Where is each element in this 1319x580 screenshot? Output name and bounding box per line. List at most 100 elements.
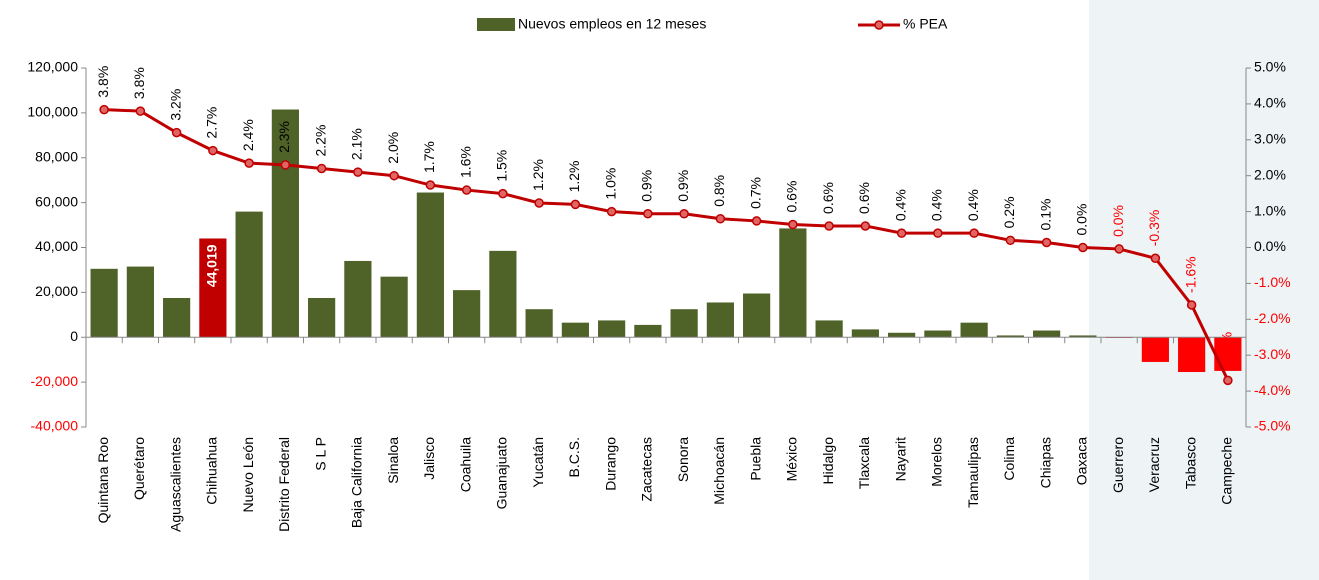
x-tick-label: Veracruz — [1146, 437, 1162, 492]
line-value-label: 0.4% — [965, 189, 981, 221]
line-value-label: 2.1% — [349, 128, 365, 160]
x-tick-label: Campeche — [1219, 437, 1235, 505]
line-value-label: 0.4% — [892, 189, 908, 221]
y-tick-label: 60,000 — [35, 193, 78, 209]
x-tick-label: Distrito Federal — [276, 437, 292, 532]
line-value-label: 1.2% — [566, 160, 582, 192]
x-tick-label: Aguascalientes — [167, 437, 183, 532]
line-marker — [570, 199, 581, 210]
line-marker — [715, 214, 726, 224]
x-tick-label: Nuevo León — [240, 437, 256, 513]
bar — [416, 192, 444, 338]
x-tick-label: Guerrero — [1110, 437, 1126, 493]
line-value-label: 0.8% — [711, 175, 727, 207]
bar — [489, 250, 517, 338]
x-tick-label: Oaxaca — [1074, 437, 1090, 485]
bar — [960, 322, 988, 338]
line-marker — [788, 219, 798, 230]
bar — [815, 320, 843, 338]
y-tick-label: 100,000 — [27, 104, 78, 120]
x-tick-label: Tlaxcala — [856, 437, 872, 489]
line-value-label: 0.6% — [784, 181, 800, 213]
line-marker — [171, 127, 182, 138]
x-tick-label: Sonora — [675, 437, 691, 482]
line-marker — [751, 216, 762, 226]
line-marker — [606, 206, 617, 217]
x-tick-label: Quintana Roo — [95, 437, 111, 524]
bar — [1069, 335, 1097, 338]
line-marker — [860, 221, 871, 231]
line-marker — [244, 158, 254, 168]
line-value-label: 2.0% — [385, 132, 401, 164]
y2-tick-label: 1.0% — [1254, 202, 1286, 218]
x-tick-label: Colima — [1001, 437, 1017, 481]
x-tick-label: Hidalgo — [820, 437, 836, 485]
y-tick-label: 40,000 — [35, 238, 78, 254]
line-marker — [1078, 242, 1088, 253]
line-value-label: -1.6% — [1182, 256, 1198, 293]
line-marker — [208, 145, 218, 156]
legend-label: Nuevos empleos en 12 meses — [518, 16, 706, 32]
line-value-label: 0.2% — [1001, 196, 1017, 228]
y2-tick-label: -2.0% — [1254, 310, 1291, 326]
line-marker — [316, 163, 327, 174]
line-value-label: 1.5% — [494, 150, 510, 182]
y-tick-label: 0 — [70, 328, 78, 344]
x-tick-label: Guanajuato — [494, 437, 510, 510]
bar — [163, 297, 191, 338]
x-tick-label: Tamaulipas — [965, 437, 981, 508]
bar — [380, 276, 408, 338]
y2-tick-label: 3.0% — [1254, 131, 1286, 147]
bar — [851, 329, 879, 338]
y2-tick-label: 5.0% — [1254, 59, 1286, 75]
line-value-label: 1.2% — [530, 159, 546, 191]
x-tick-label: Coahuila — [457, 437, 473, 492]
line-value-label: 0.0% — [1110, 205, 1126, 237]
line-marker — [1005, 235, 1016, 246]
line-value-label: 1.6% — [457, 146, 473, 178]
bar — [1141, 337, 1169, 362]
bar — [743, 293, 771, 338]
line-marker — [353, 167, 363, 177]
y-tick-label: 80,000 — [35, 148, 78, 164]
line-value-label: 2.2% — [312, 125, 328, 157]
bar — [235, 211, 263, 338]
x-tick-label: Tabasco — [1182, 437, 1198, 489]
x-tick-label: México — [784, 437, 800, 482]
line-value-label: 1.7% — [421, 141, 437, 173]
bar — [1214, 337, 1242, 371]
y2-tick-label: 0.0% — [1254, 238, 1286, 254]
y-tick-label: 120,000 — [27, 59, 78, 75]
y2-tick-label: 2.0% — [1254, 166, 1286, 182]
line-marker — [896, 228, 907, 238]
x-tick-label: Nayarit — [892, 437, 908, 481]
bar — [706, 302, 734, 338]
line — [104, 108, 1230, 381]
bar — [634, 324, 662, 338]
x-tick-label: Chiapas — [1037, 437, 1053, 488]
legend-label: % PEA — [903, 16, 948, 32]
bar — [598, 320, 626, 338]
line-marker — [1114, 244, 1124, 254]
y-tick-label: -40,000 — [31, 418, 79, 434]
x-tick-label: Chihuahua — [204, 437, 220, 505]
bar — [924, 330, 952, 338]
bar — [525, 309, 553, 338]
x-tick-label: Yucatán — [530, 437, 546, 488]
bar — [199, 238, 227, 338]
line-value-label: 0.6% — [856, 182, 872, 214]
line-value-label: 0.4% — [929, 189, 945, 221]
bar — [888, 332, 916, 338]
x-tick-label: Querétaro — [131, 437, 147, 500]
x-tick-label: Durango — [602, 437, 618, 491]
x-tick-label: Puebla — [747, 437, 763, 481]
line-marker — [1223, 375, 1233, 386]
line-value-label: 0.6% — [820, 182, 836, 214]
x-tick-label: Zacatecas — [639, 437, 655, 502]
shade-region — [1089, 0, 1319, 580]
bar — [453, 290, 481, 338]
bar — [1033, 330, 1061, 338]
line-value-label: -0.3% — [1146, 210, 1162, 247]
line-marker — [969, 228, 979, 238]
